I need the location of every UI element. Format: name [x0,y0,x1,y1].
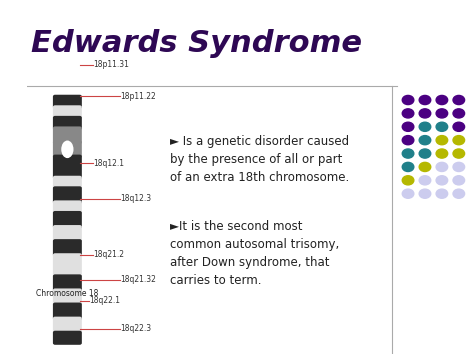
FancyBboxPatch shape [53,331,82,345]
FancyBboxPatch shape [53,239,82,257]
Circle shape [436,109,447,118]
Text: 18q21.2: 18q21.2 [93,251,125,260]
Text: 18q22.3: 18q22.3 [120,324,151,333]
Circle shape [453,149,465,158]
Circle shape [436,189,447,198]
FancyBboxPatch shape [53,253,82,278]
Circle shape [419,162,431,171]
Circle shape [453,122,465,131]
Circle shape [402,176,414,185]
Circle shape [436,149,447,158]
FancyBboxPatch shape [53,176,82,190]
Circle shape [402,162,414,171]
Text: ► Is a genetic disorder caused
by the presence of all or part
of an extra 18th c: ► Is a genetic disorder caused by the pr… [170,135,349,184]
Circle shape [402,122,414,131]
Circle shape [436,162,447,171]
Text: Chromosome 18: Chromosome 18 [36,289,99,298]
Circle shape [453,136,465,145]
FancyBboxPatch shape [53,225,82,243]
Circle shape [402,95,414,105]
Text: 18q22.1: 18q22.1 [89,296,120,305]
Text: 18q21.32: 18q21.32 [120,275,156,284]
Circle shape [402,109,414,118]
FancyBboxPatch shape [53,155,82,179]
Circle shape [419,122,431,131]
Circle shape [453,109,465,118]
FancyBboxPatch shape [53,302,82,320]
Circle shape [419,109,431,118]
Circle shape [436,95,447,105]
Circle shape [419,149,431,158]
Text: 18p11.31: 18p11.31 [93,60,129,69]
Circle shape [402,149,414,158]
Circle shape [453,176,465,185]
FancyBboxPatch shape [53,186,82,204]
Ellipse shape [61,141,73,158]
Text: ►It is the second most
common autosomal trisomy,
after Down syndrome, that
carri: ►It is the second most common autosomal … [170,220,339,287]
Circle shape [402,136,414,145]
Circle shape [436,136,447,145]
Text: 18q12.1: 18q12.1 [93,159,125,168]
FancyBboxPatch shape [53,126,82,144]
FancyBboxPatch shape [53,211,82,229]
FancyBboxPatch shape [53,95,82,109]
Circle shape [419,95,431,105]
Circle shape [436,122,447,131]
Circle shape [453,189,465,198]
FancyBboxPatch shape [53,317,82,334]
Circle shape [419,136,431,145]
Circle shape [436,176,447,185]
FancyBboxPatch shape [53,105,82,119]
FancyBboxPatch shape [53,274,82,292]
Circle shape [453,95,465,105]
Text: 18q12.3: 18q12.3 [120,194,151,203]
FancyBboxPatch shape [53,116,82,130]
Circle shape [419,176,431,185]
FancyBboxPatch shape [53,289,82,306]
Circle shape [419,189,431,198]
Circle shape [453,162,465,171]
Text: 18p11.22: 18p11.22 [120,92,156,101]
FancyBboxPatch shape [53,141,82,158]
Circle shape [402,189,414,198]
FancyBboxPatch shape [53,200,82,214]
Text: Edwards Syndrome: Edwards Syndrome [31,29,362,58]
